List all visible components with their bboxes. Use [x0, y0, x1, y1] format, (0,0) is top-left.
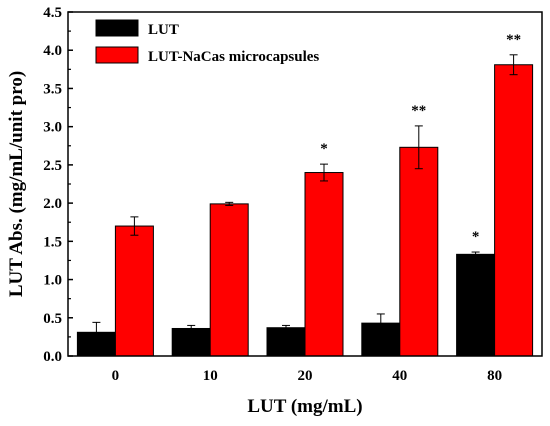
y-tick-label: 3.5	[43, 81, 62, 97]
y-tick-label: 4.0	[43, 43, 62, 59]
y-tick-label: 2.5	[43, 158, 62, 174]
y-tick-label: 2.0	[43, 196, 62, 212]
significance-marker: *	[472, 229, 480, 245]
y-tick-label: 0.0	[43, 349, 62, 365]
y-tick-label: 1.5	[43, 234, 62, 250]
plot-frame	[67, 11, 543, 357]
x-tick-label: 20	[298, 368, 313, 384]
y-axis-title: LUT Abs. (mg/mL/unit pro)	[6, 71, 27, 297]
significance-marker: **	[506, 32, 521, 48]
x-tick-label: 10	[203, 368, 218, 384]
legend-swatch	[95, 19, 139, 37]
y-tick-label: 3.0	[43, 120, 62, 136]
legend-label: LUT	[148, 22, 179, 38]
bar-lut-nacas-80	[494, 64, 534, 357]
bar-lut-nacas-40	[399, 146, 439, 357]
x-tick-label: 0	[112, 368, 120, 384]
significance-marker: **	[411, 103, 426, 119]
y-tick-label: 0.5	[43, 311, 62, 327]
x-axis-title: LUT (mg/mL)	[247, 396, 362, 417]
y-axis-ticks: 0.0 0.5 1.0 1.5 2.0 2.5 3.0 3.5 4.0 4.5	[43, 5, 73, 365]
error-bars	[92, 54, 518, 343]
x-tick-label: 80	[487, 368, 502, 384]
legend: LUT LUT-NaCas microcapsules	[95, 19, 319, 65]
bar-lut-20	[266, 327, 306, 357]
bar-lut-nacas-10	[209, 203, 249, 357]
bar-lut-nacas-0	[114, 225, 154, 357]
significance-markers: ******	[320, 32, 521, 245]
legend-swatch	[95, 46, 139, 64]
bar-lut-80	[456, 253, 496, 357]
significance-marker: *	[320, 141, 328, 157]
legend-label: LUT-NaCas microcapsules	[148, 49, 319, 65]
y-tick-label: 4.5	[43, 5, 62, 21]
bar-lut-10	[171, 327, 211, 357]
x-tick-label: 40	[392, 368, 407, 384]
y-tick-label: 1.0	[43, 273, 62, 289]
bar-series	[76, 64, 534, 357]
bar-lut-nacas-20	[304, 172, 344, 357]
